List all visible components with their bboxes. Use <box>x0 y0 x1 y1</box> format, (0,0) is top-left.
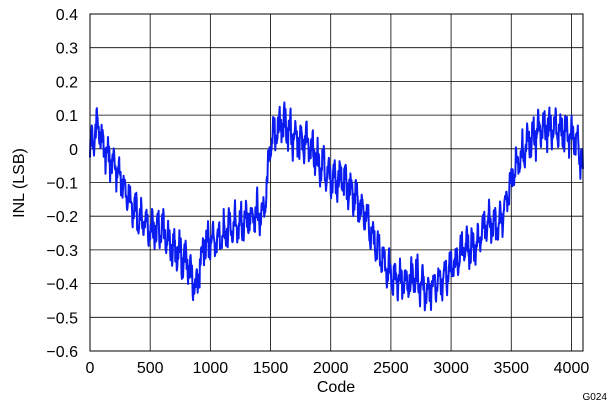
y-tick-label: 0.1 <box>56 108 78 125</box>
y-tick-label: −0.3 <box>46 243 78 260</box>
plot-frame <box>89 13 584 352</box>
x-tick-label: 2000 <box>313 360 349 377</box>
y-tick-label: 0.3 <box>56 41 78 58</box>
y-tick-label: 0.2 <box>56 74 78 91</box>
x-axis-title: Code <box>317 379 355 396</box>
inl-series-line <box>89 101 584 312</box>
x-tick-label: 1000 <box>193 360 229 377</box>
x-tick-label: 4000 <box>554 360 590 377</box>
x-tick-label: 0 <box>86 360 95 377</box>
y-tick-label: −0.6 <box>46 344 78 361</box>
y-tick-label: −0.5 <box>46 310 78 327</box>
x-tick-label: 3500 <box>493 360 529 377</box>
x-tick-label: 3000 <box>433 360 469 377</box>
x-tick-label: 2500 <box>373 360 409 377</box>
y-tick-label: −0.4 <box>46 277 78 294</box>
y-tick-label: 0.4 <box>56 7 78 24</box>
figure-id-label: G024 <box>583 392 608 403</box>
series-layer <box>89 101 584 312</box>
y-axis-title: INL (LSB) <box>11 148 28 218</box>
x-tick-label: 500 <box>137 360 164 377</box>
y-tick-label: 0 <box>69 142 78 159</box>
x-tick-labels: 0 500 1000 1500 2000 2500 3000 3500 4000 <box>86 360 590 377</box>
y-tick-label: −0.2 <box>46 209 78 226</box>
y-tick-labels: −0.6 −0.5 −0.4 −0.3 −0.2 −0.1 0 0.1 0.2 0.3 0.4 <box>46 7 78 361</box>
x-tick-label: 1500 <box>253 360 289 377</box>
y-tick-label: −0.1 <box>46 176 78 193</box>
